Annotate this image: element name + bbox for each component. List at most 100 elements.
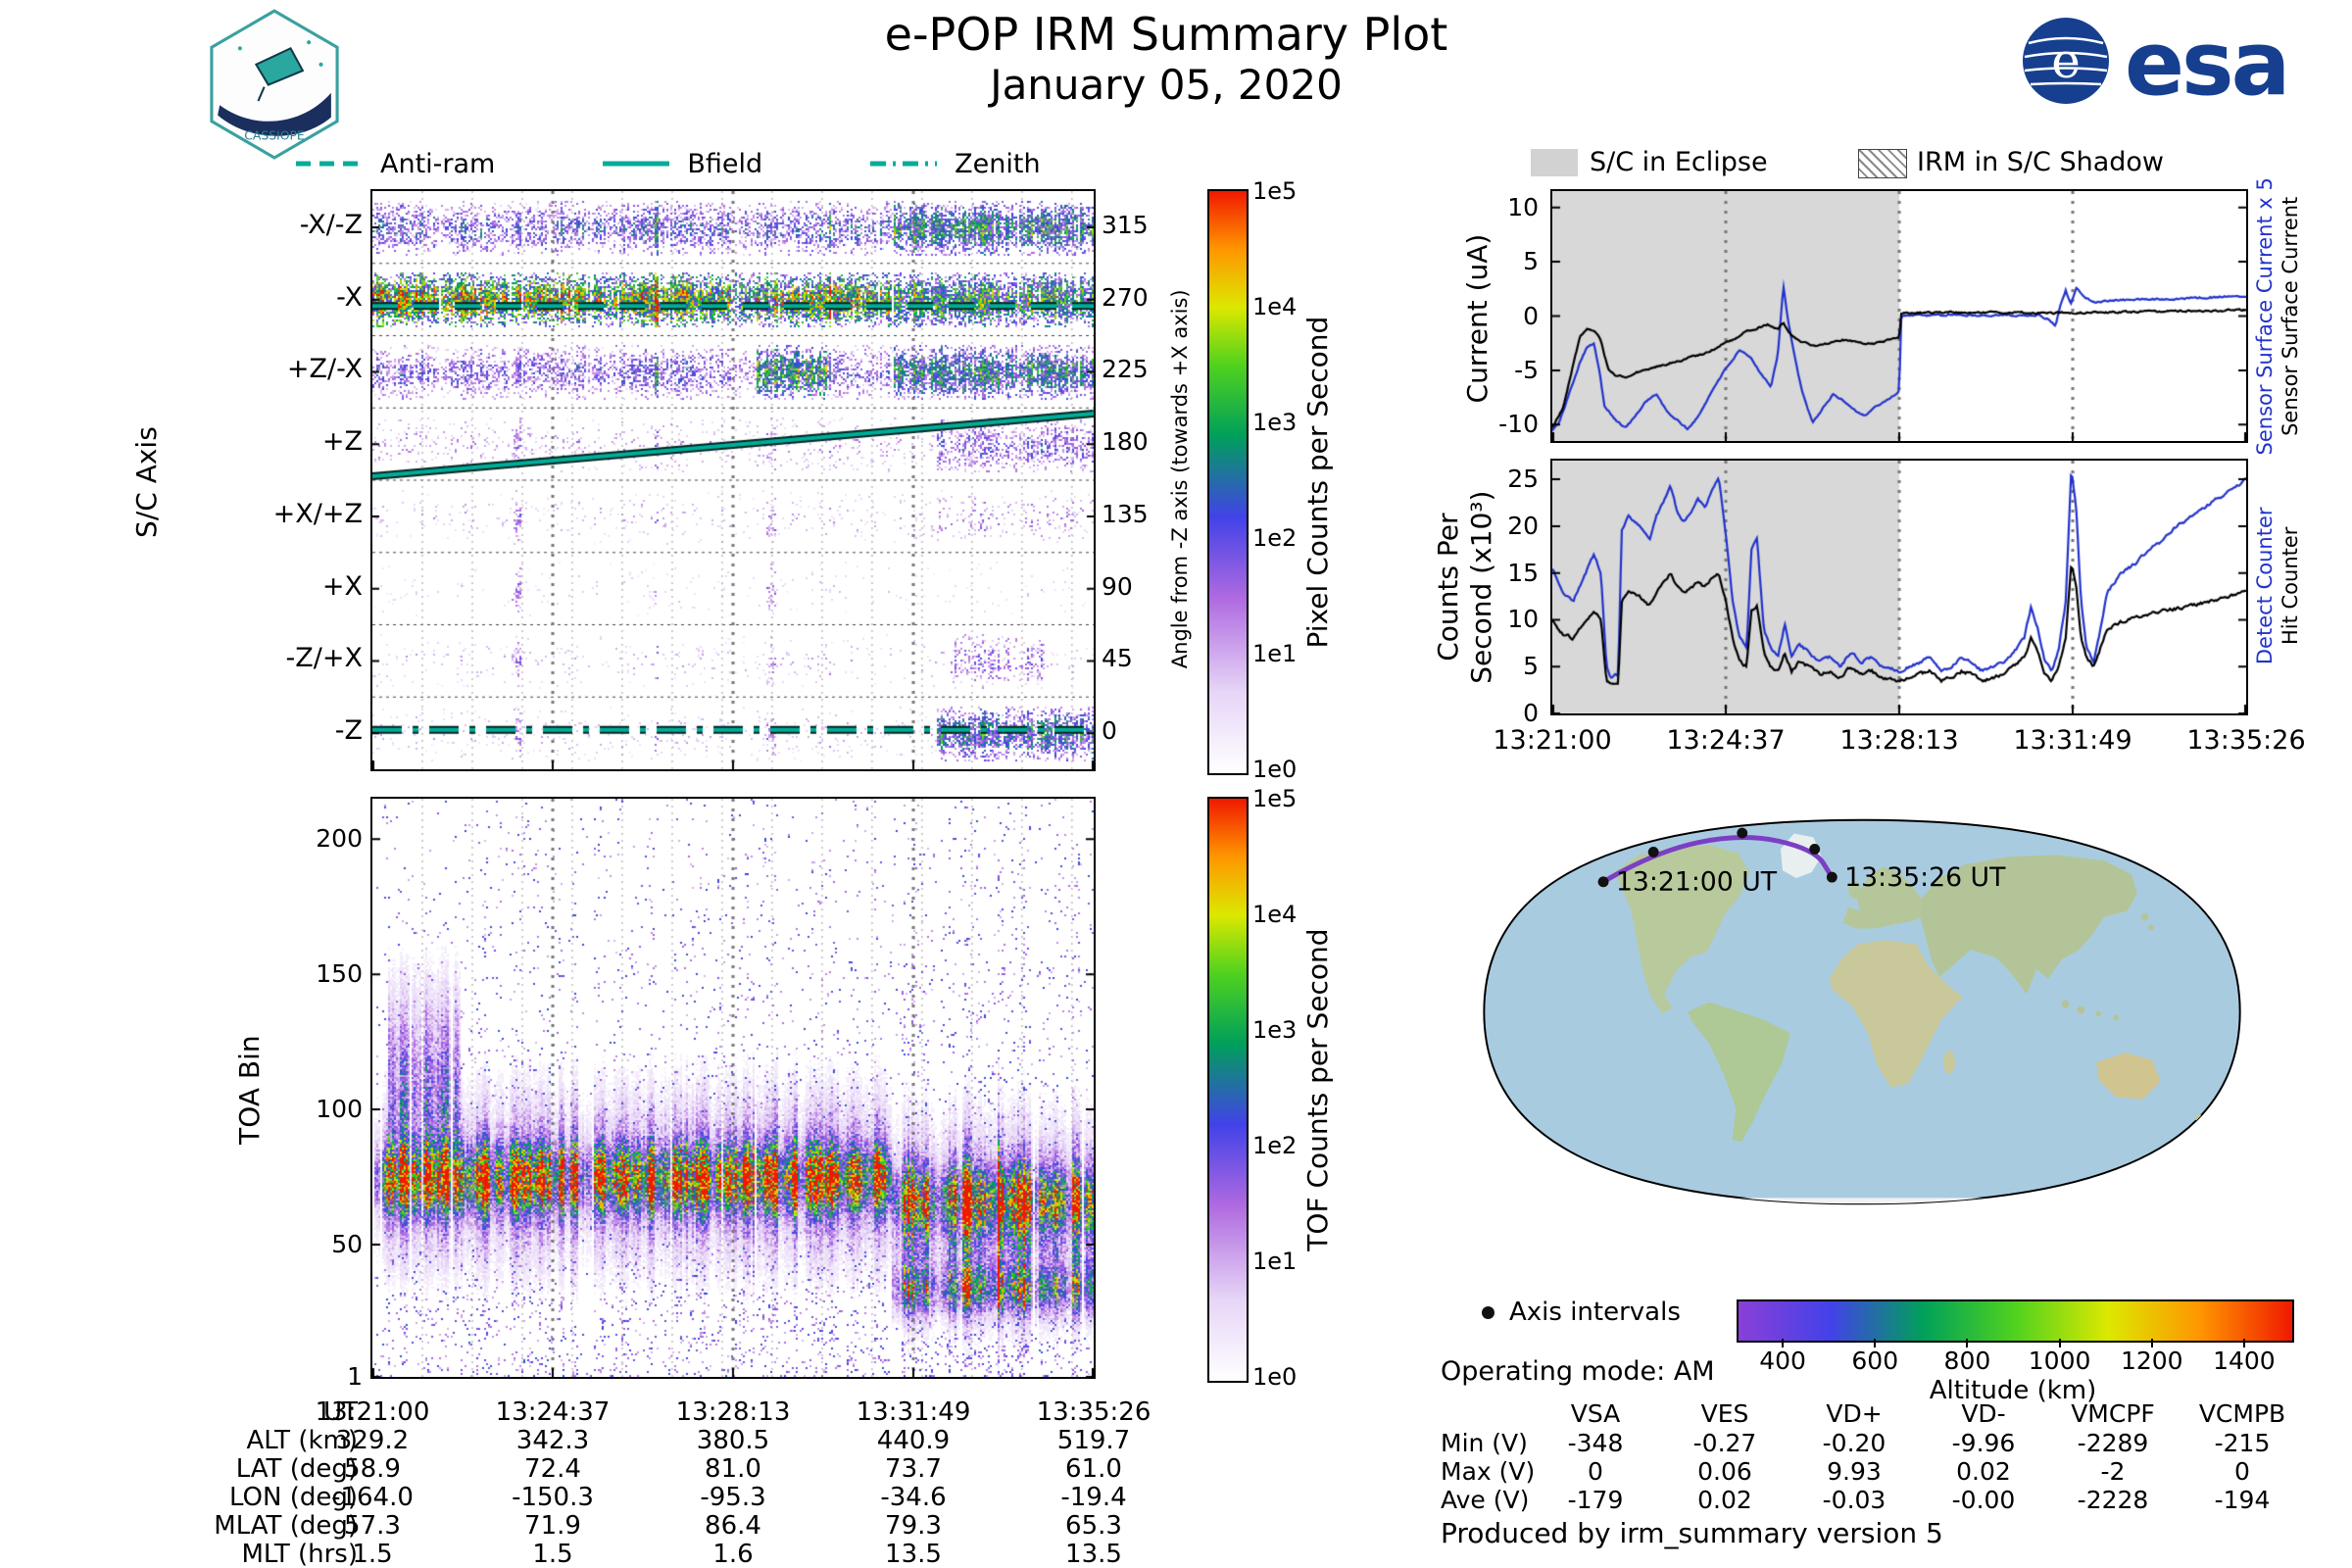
ephemeris-value: 71.9 <box>524 1511 581 1541</box>
toa-spectrogram <box>370 797 1096 1379</box>
altitude-tick-mark <box>2242 1339 2245 1348</box>
cassiope-earth <box>218 92 331 136</box>
ephemeris-value: 57.3 <box>344 1511 401 1541</box>
altitude-tick-label: 600 <box>1851 1347 1899 1375</box>
orbit-track-group: 13:21:00 UT 13:35:26 UT <box>1597 827 2006 898</box>
ephemeris-value: 1.6 <box>712 1540 754 1568</box>
counts-plot <box>1550 459 2248 715</box>
line-ytick-label: 20 <box>1507 511 1539 540</box>
orbit-track <box>1601 835 1835 884</box>
pixel-counts-colorbar-label: Pixel Counts per Second <box>1300 316 1334 649</box>
voltage-value: -2 <box>2100 1457 2126 1486</box>
ephemeris-value: 13:21:00 <box>315 1397 430 1427</box>
altitude-tick-label: 400 <box>1759 1347 1806 1375</box>
eclipse-swatch <box>1531 149 1578 176</box>
voltage-value: -194 <box>2214 1486 2271 1514</box>
time-tick-label: 13:35:26 <box>2186 725 2306 756</box>
ephemeris-value: 65.3 <box>1065 1511 1122 1541</box>
voltage-column-header: VSA <box>1570 1399 1621 1428</box>
voltage-value: -2228 <box>2077 1486 2149 1514</box>
ephemeris-value: 79.3 <box>885 1511 942 1541</box>
spec1-y2label: Angle from -Z axis (towards +X axis) <box>1168 289 1193 669</box>
ephemeris-value: 13.5 <box>885 1540 942 1568</box>
toa-spectrogram-canvas <box>372 799 1094 1377</box>
altitude-tick-label: 1000 <box>2028 1347 2091 1375</box>
antiram-line-icon <box>296 161 363 167</box>
australia <box>2096 1053 2161 1100</box>
line-ytick-label: 25 <box>1507 465 1539 494</box>
voltage-value: -0.20 <box>1822 1429 1886 1457</box>
track-point <box>1809 844 1821 855</box>
altitude-tick-mark <box>2150 1339 2153 1348</box>
sc-axis-spectrogram <box>370 189 1096 771</box>
pixel-counts-colorbar <box>1207 189 1249 775</box>
altitude-tick-label: 1400 <box>2213 1347 2276 1375</box>
legend-item-bfield: Bfield <box>601 149 762 179</box>
ephemeris-value: -34.6 <box>880 1483 947 1512</box>
ephemeris-value: 440.9 <box>876 1426 951 1455</box>
angle-tick-label: 270 <box>1102 282 1149 312</box>
sc-axis-row-label: -Z/+X <box>285 643 363 674</box>
sc-axis-row-label: +Z <box>321 426 363 458</box>
voltage-column-header: VMCPF <box>2071 1399 2155 1428</box>
ephemeris-value: -150.3 <box>512 1483 594 1512</box>
time-tick-label: 13:24:37 <box>1666 725 1786 756</box>
sc-axis-row-label: -Z <box>334 715 363 747</box>
legend-item-antiram: Anti-ram <box>294 149 495 179</box>
toa-tick-label: 1 <box>347 1362 363 1391</box>
tof-colorbar-tick: 1e3 <box>1252 1016 1298 1044</box>
track-point <box>1737 827 1748 839</box>
page-date: January 05, 2020 <box>990 61 1343 109</box>
sc-axis-row-label: +X <box>321 570 363 602</box>
axis-interval-dot-icon <box>1482 1306 1494 1319</box>
japan <box>2140 912 2149 921</box>
shadow-legend-label: IRM in S/C Shadow <box>1917 147 2165 177</box>
africa <box>1829 940 1963 1088</box>
toa-tick-label: 50 <box>331 1229 363 1258</box>
counts-right-label-blue: Detect Counter <box>2253 507 2278 665</box>
ephemeris-value: 81.0 <box>705 1454 761 1484</box>
madagascar <box>1943 1051 1955 1074</box>
esa-globe-e: e <box>2051 32 2081 89</box>
track-point <box>1647 846 1659 858</box>
toa-tick-label: 200 <box>316 824 363 854</box>
ephemeris-value: 1.5 <box>532 1540 573 1568</box>
ephemeris-value: 86.4 <box>705 1511 761 1541</box>
ephemeris-value: 342.3 <box>515 1426 590 1455</box>
voltage-value: 0 <box>1588 1457 1603 1486</box>
spec1-ylabel: S/C Axis <box>129 426 163 538</box>
south-america <box>1688 1002 1790 1143</box>
line-ytick-label: -5 <box>1514 355 1539 384</box>
voltage-column-header: VD+ <box>1826 1399 1883 1428</box>
voltage-row-label: Min (V) <box>1441 1429 1528 1457</box>
counts-plot-canvas <box>1552 461 2246 713</box>
tof-colorbar-tick: 1e0 <box>1252 1363 1298 1391</box>
pixel-colorbar-tick: 1e3 <box>1252 409 1298 436</box>
toa-tick-label: 100 <box>316 1095 363 1124</box>
axis-intervals-label: Axis intervals <box>1509 1298 1681 1327</box>
angle-tick-label: 315 <box>1102 210 1149 239</box>
legend-label-zenith: Zenith <box>955 148 1041 179</box>
esa-logo: e esa <box>2023 13 2290 110</box>
angle-tick-label: 90 <box>1102 571 1133 601</box>
ephemeris-value: 13:24:37 <box>495 1397 611 1427</box>
antarctica <box>1571 1198 2153 1204</box>
tof-colorbar-tick: 1e5 <box>1252 785 1298 812</box>
current-plot-canvas <box>1552 191 2246 441</box>
tof-colorbar-tick: 1e1 <box>1252 1248 1298 1275</box>
ephemeris-row-label: MLAT (deg) <box>214 1511 358 1541</box>
zenith-line-icon <box>870 161 938 167</box>
voltage-value: -0.00 <box>1951 1486 2016 1514</box>
pixel-colorbar-tick: 1e1 <box>1252 640 1298 667</box>
line-ytick-label: 10 <box>1507 605 1539 634</box>
angle-tick-label: 135 <box>1102 499 1149 528</box>
voltage-value: 0 <box>2234 1457 2250 1486</box>
angle-tick-label: 225 <box>1102 355 1149 384</box>
north-america <box>1613 845 1750 1014</box>
voltage-value: -2289 <box>2077 1429 2149 1457</box>
ephemeris-value: 380.5 <box>696 1426 770 1455</box>
voltage-value: 0.06 <box>1697 1457 1752 1486</box>
track-point <box>1826 871 1838 883</box>
voltage-column-header: VES <box>1700 1399 1749 1428</box>
